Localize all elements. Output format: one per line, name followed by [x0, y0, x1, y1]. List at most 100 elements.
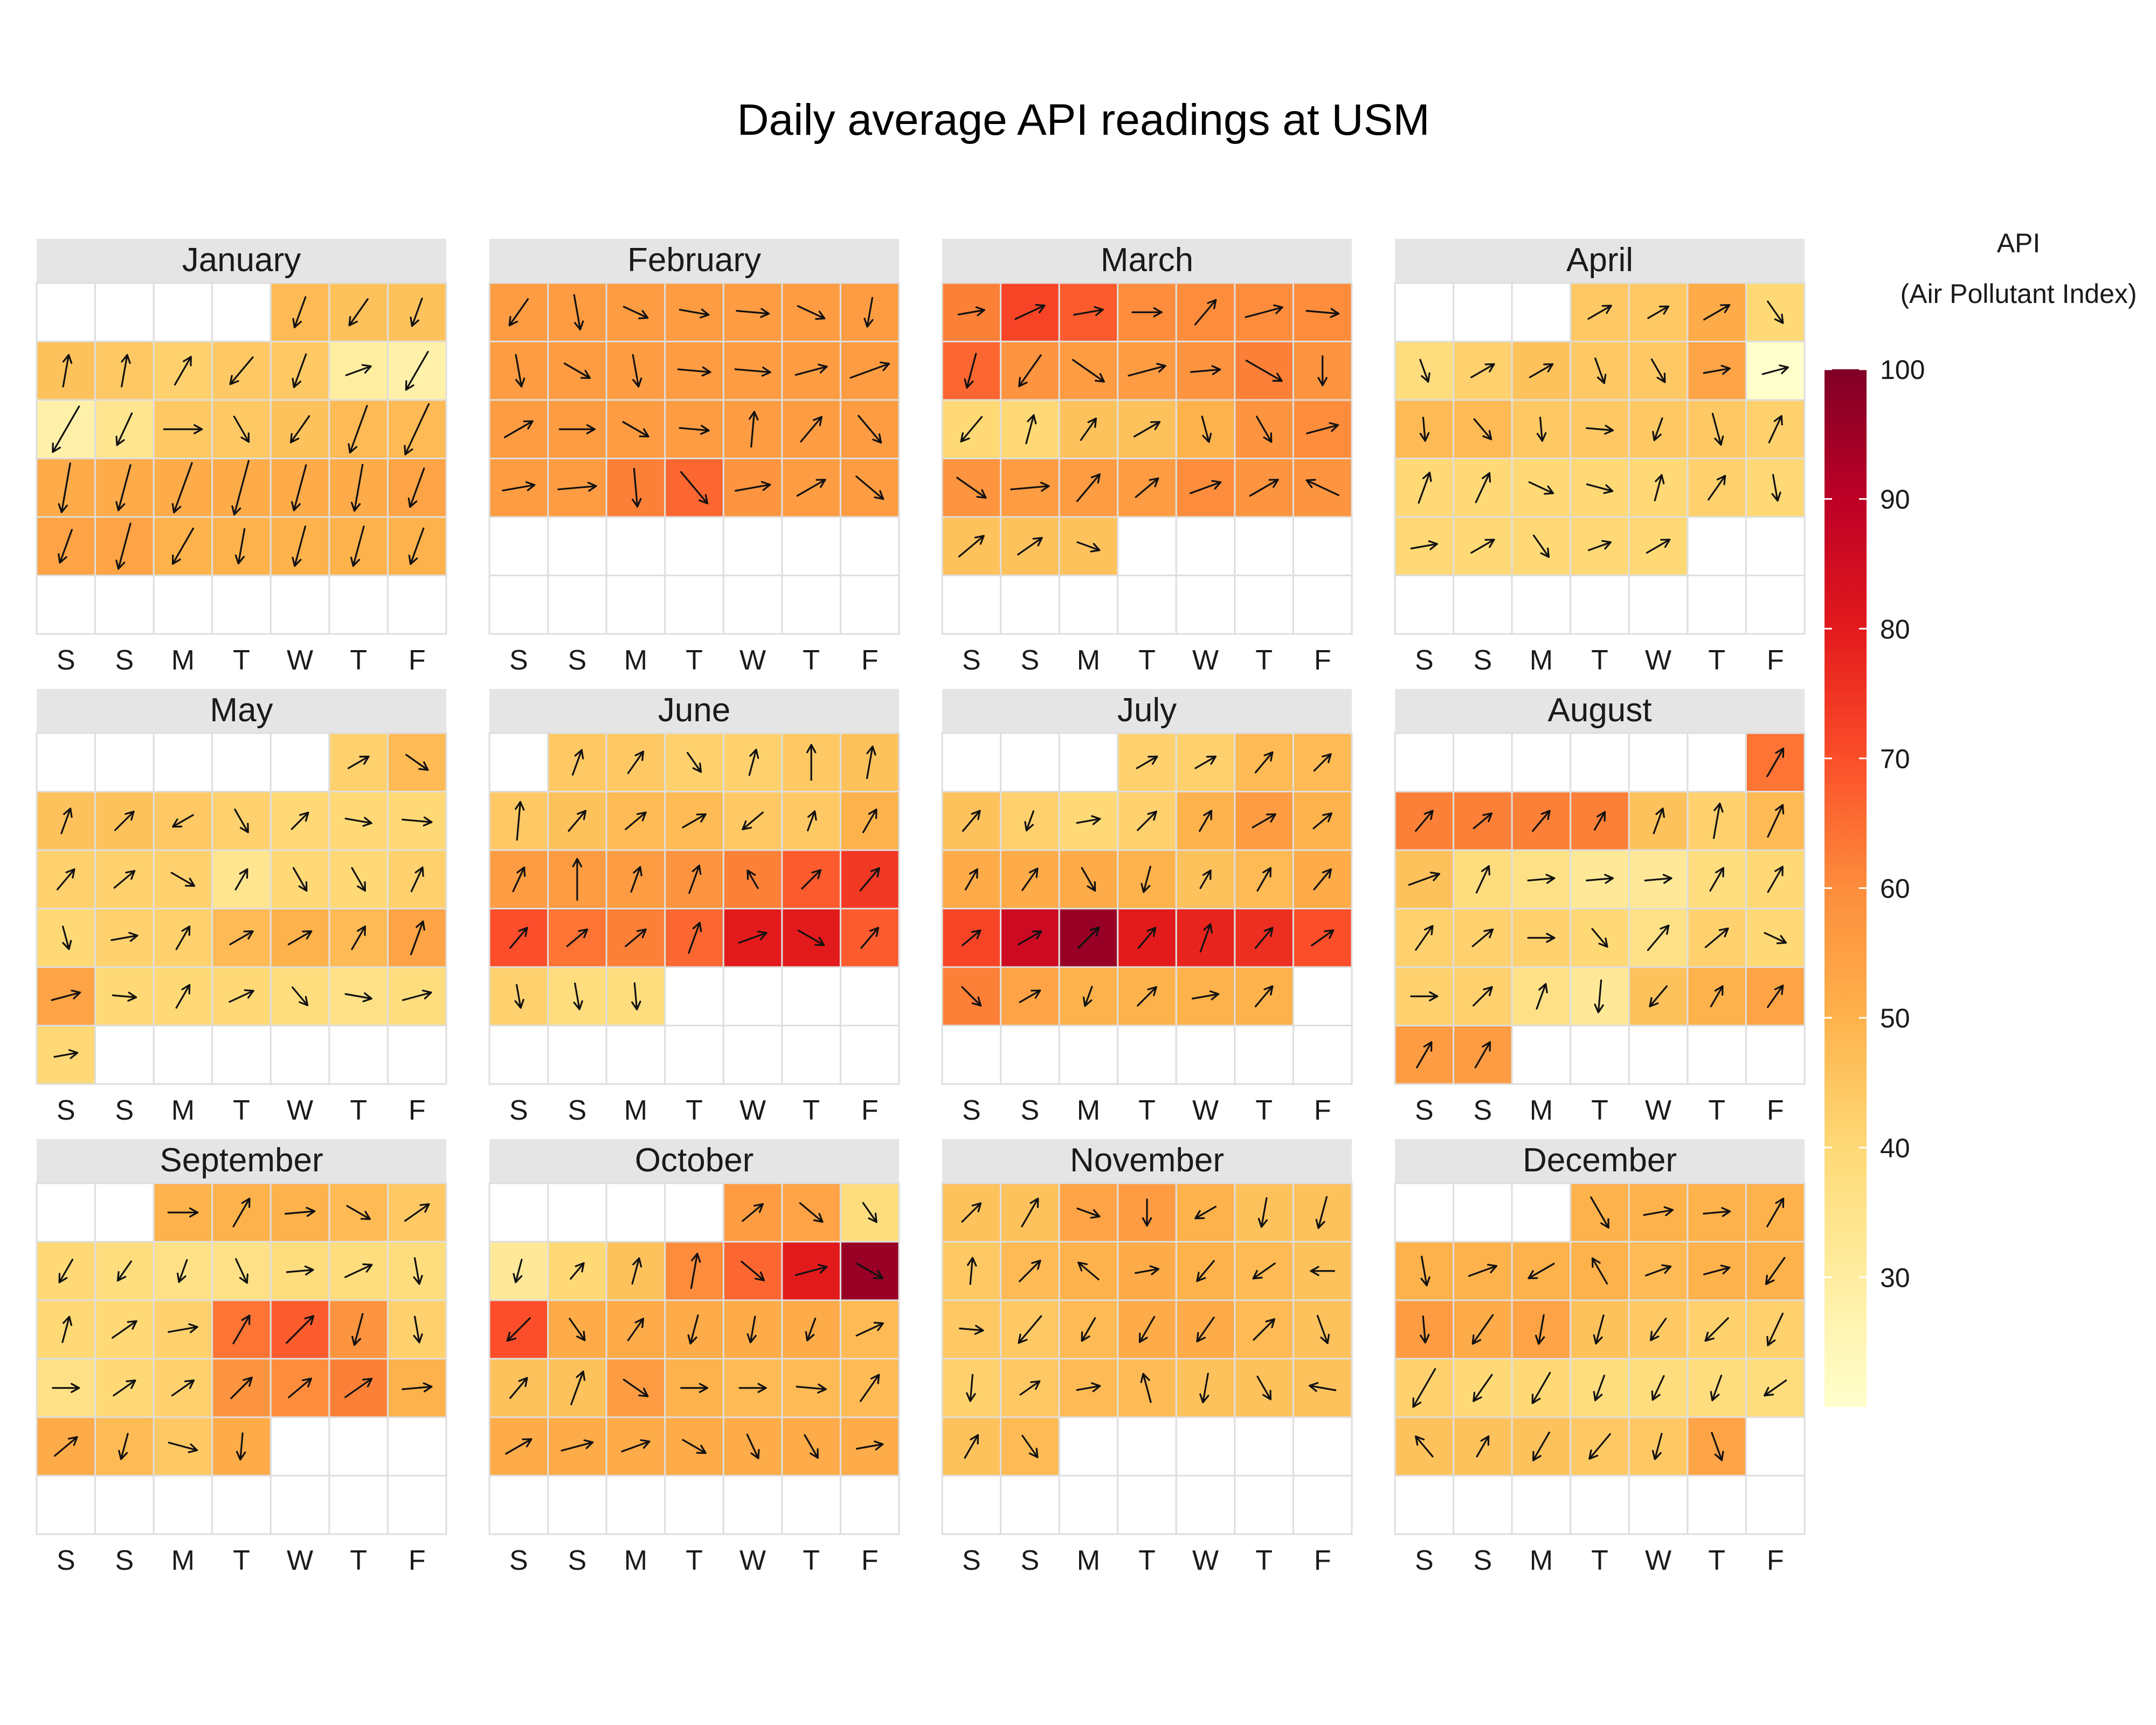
empty-cell [1292, 516, 1353, 576]
wind-arrow [292, 353, 307, 388]
wind-arrow [230, 1376, 253, 1399]
weekday-label: S [1021, 1095, 1040, 1126]
wind-arrow [1710, 1375, 1723, 1402]
day-cell [605, 1241, 666, 1301]
wind-arrow [1254, 927, 1274, 949]
wind-arrow [568, 810, 587, 832]
wind-arrow [505, 1438, 533, 1455]
wind-arrow [572, 858, 583, 901]
weekday-label: S [57, 645, 75, 676]
wind-arrow [1082, 985, 1093, 1007]
wind-arrow [1475, 472, 1491, 503]
wind-arrow [961, 986, 982, 1007]
day-cell [605, 1416, 666, 1476]
wind-arrow [1306, 422, 1339, 434]
weekday-label: S [509, 1095, 528, 1126]
wind-arrow [738, 930, 768, 944]
empty-cell [1000, 732, 1060, 792]
wind-arrow [171, 527, 195, 565]
wind-arrow [62, 926, 72, 950]
empty-cell [1628, 1475, 1689, 1535]
wind-arrow [1199, 923, 1213, 953]
weekday-label: T [1708, 645, 1725, 676]
empty-cell [211, 282, 272, 342]
empty-cell [664, 1182, 724, 1243]
empty-cell [270, 575, 330, 635]
wind-arrow [957, 306, 985, 316]
wind-arrow [1590, 1196, 1609, 1229]
empty-cell [1175, 1475, 1236, 1535]
wind-arrow [956, 477, 987, 499]
empty-cell [1234, 575, 1294, 635]
wind-arrow [171, 462, 193, 514]
wind-arrow [686, 751, 702, 773]
wind-arrow [110, 932, 139, 942]
empty-cell [605, 1025, 666, 1085]
weekday-label: F [1314, 1545, 1331, 1576]
weekday-label: M [624, 645, 647, 676]
weekday-label: M [171, 1545, 195, 1576]
wind-arrow [1593, 811, 1606, 831]
empty-cell [1570, 575, 1630, 635]
wind-arrow [1311, 929, 1335, 947]
wind-arrow [1131, 307, 1163, 318]
wind-arrow [1199, 870, 1212, 889]
empty-cell [722, 516, 783, 576]
wind-arrow [1703, 1207, 1731, 1217]
wind-arrow [58, 529, 73, 564]
legend-title-line2: (Air Pollutant Index) [1900, 279, 2137, 309]
wind-arrow [1586, 424, 1614, 435]
wind-arrow [1077, 1261, 1100, 1281]
month-panel-october: October S S M T W T F [488, 1139, 900, 1576]
empty-cell [153, 1025, 213, 1085]
weekday-label: T [233, 1095, 250, 1126]
wind-arrow [1761, 364, 1789, 375]
empty-cell [386, 1416, 447, 1476]
weekday-label: T [803, 645, 820, 676]
wind-arrow [232, 1197, 251, 1227]
empty-cell [211, 1025, 272, 1085]
wind-arrow [1536, 417, 1547, 442]
wind-arrow [114, 810, 135, 831]
wind-arrow [1653, 808, 1665, 834]
day-cell [1175, 458, 1236, 518]
wind-arrow [1196, 1260, 1215, 1282]
wind-arrow [958, 535, 985, 558]
month-title: August [1547, 692, 1651, 729]
empty-cell [328, 1025, 389, 1085]
wind-arrow [964, 868, 978, 891]
wind-arrow [1528, 1262, 1555, 1279]
weekday-label: T [1255, 1095, 1273, 1126]
wind-arrow [121, 354, 131, 388]
weekday-label: M [624, 1095, 647, 1126]
empty-cell [270, 1025, 330, 1085]
wind-arrow [806, 744, 817, 781]
wind-arrow [1528, 481, 1554, 495]
wind-arrow [959, 1324, 984, 1335]
wind-arrow [1473, 1374, 1493, 1402]
wind-arrow [1019, 989, 1041, 1003]
wind-arrow [1643, 1206, 1674, 1217]
weekday-label: T [1591, 1545, 1608, 1576]
wind-arrow [509, 1377, 528, 1399]
legend-tick-label: 60 [1880, 874, 1910, 904]
wind-arrow [1532, 810, 1551, 832]
empty-cell [1058, 575, 1119, 635]
day-cell [94, 1241, 155, 1301]
wind-arrow [404, 403, 430, 456]
wind-arrow [680, 471, 709, 505]
wind-arrow [286, 1265, 314, 1276]
empty-cell [1292, 1025, 1353, 1085]
wind-arrow [966, 1257, 977, 1285]
wind-arrow [1252, 813, 1276, 829]
empty-cell [1292, 1475, 1353, 1535]
wind-arrow [514, 801, 525, 841]
empty-cell [941, 732, 1002, 792]
month-strip [942, 239, 1352, 283]
empty-cell [1117, 1475, 1177, 1535]
wind-arrow [747, 1315, 757, 1343]
empty-cell [1117, 575, 1177, 635]
wind-arrow [1410, 540, 1438, 550]
wind-arrow [1305, 479, 1339, 496]
